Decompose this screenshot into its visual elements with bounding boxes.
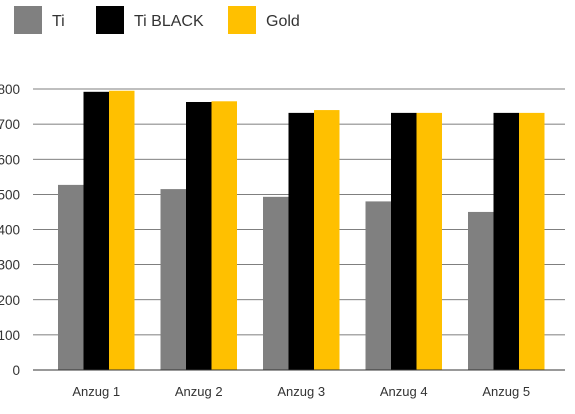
bar-2-3 (211, 101, 237, 370)
bar-3-3 (314, 110, 340, 370)
y-tick-label-500: 500 (0, 187, 20, 202)
x-tick-label-4: Anzug 4 (380, 384, 428, 399)
x-tick-label-2: Anzug 2 (175, 384, 223, 399)
y-tick-label-300: 300 (0, 258, 20, 273)
bar-3-1 (263, 196, 289, 370)
x-tick-label-3: Anzug 3 (277, 384, 325, 399)
legend-label-1: Ti (52, 13, 65, 30)
y-tick-label-600: 600 (0, 152, 20, 167)
legend: Ti Ti BLACK Gold (14, 6, 300, 34)
legend-swatch-1 (14, 6, 42, 34)
bar-1-2 (83, 91, 109, 370)
bar-2-1 (160, 189, 186, 370)
x-axis-category-labels: Anzug 1 Anzug 2 Anzug 3 Anzug 4 Anzug 5 (72, 384, 530, 399)
y-tick-label-200: 200 (0, 293, 20, 308)
bar-3-2 (288, 112, 314, 370)
bar-5-1 (468, 211, 494, 370)
bar-4-3 (416, 112, 442, 370)
bar-4-2 (391, 112, 417, 370)
legend-swatch-2 (96, 6, 124, 34)
bar-1-3 (109, 90, 135, 370)
y-tick-label-700: 700 (0, 117, 20, 132)
y-tick-label-0: 0 (12, 363, 20, 378)
legend-swatch-3 (228, 6, 256, 34)
y-tick-label-400: 400 (0, 223, 20, 238)
bar-4-1 (365, 201, 391, 370)
x-tick-label-5: Anzug 5 (482, 384, 530, 399)
bars (58, 90, 545, 370)
x-tick-label-1: Anzug 1 (72, 384, 120, 399)
y-axis-tick-labels: 0 100 200 300 400 500 600 700 800 (0, 82, 20, 378)
bar-2-2 (186, 101, 212, 370)
bar-5-2 (493, 112, 519, 370)
bar-5-3 (519, 112, 545, 370)
y-tick-label-100: 100 (0, 328, 20, 343)
bar-1-1 (58, 184, 84, 370)
legend-label-2: Ti BLACK (134, 13, 204, 30)
legend-label-3: Gold (266, 13, 300, 30)
y-tick-label-800: 800 (0, 82, 20, 97)
